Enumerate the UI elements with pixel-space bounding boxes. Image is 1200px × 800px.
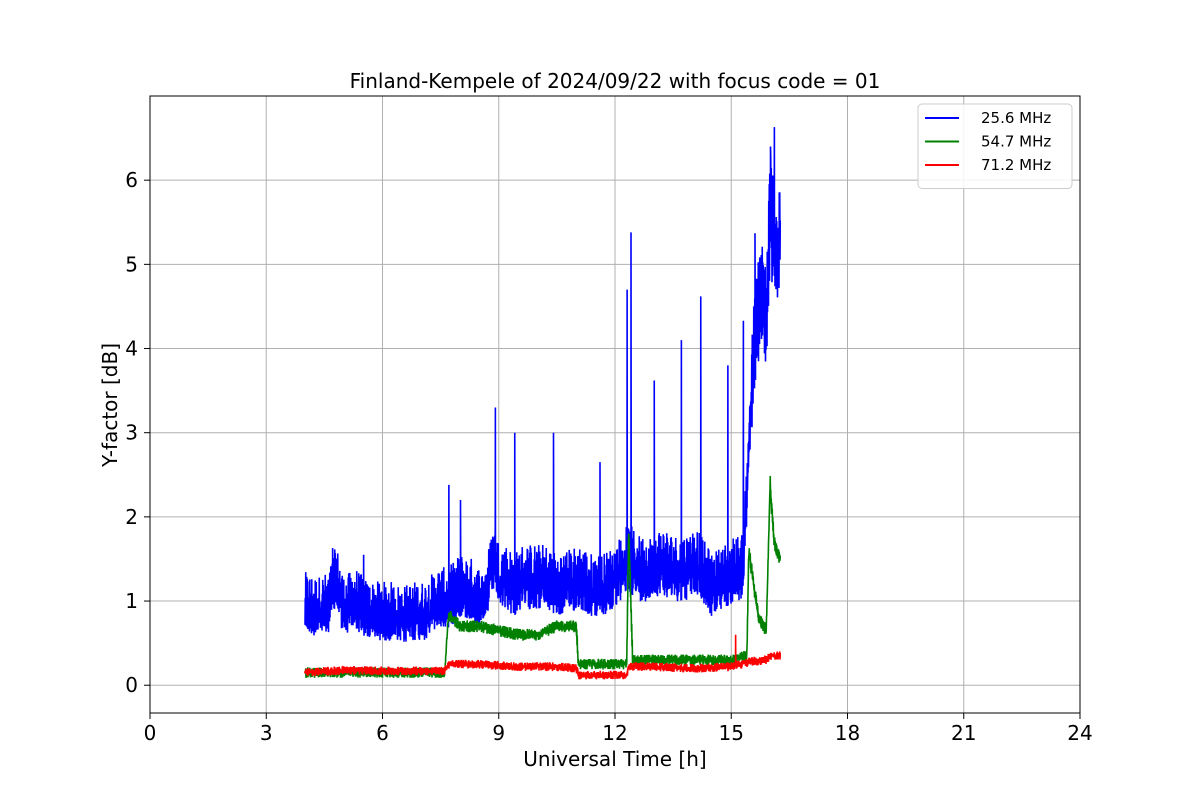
legend-box [917, 103, 1073, 189]
y-axis-label: Y-factor [dB] [98, 343, 122, 468]
x-tick-label: 18 [835, 721, 860, 745]
y-tick-label: 0 [125, 673, 138, 697]
y-tick-label: 5 [125, 252, 138, 276]
y-tick-label: 6 [125, 168, 138, 192]
x-tick-label: 9 [492, 721, 505, 745]
x-tick-label: 12 [602, 721, 627, 745]
x-tick-label: 3 [260, 721, 273, 745]
x-tick-label: 21 [951, 721, 976, 745]
x-axis-label: Universal Time [h] [523, 747, 706, 771]
series-line-3 [304, 634, 782, 680]
x-tick-label: 0 [144, 721, 157, 745]
x-tick-label: 15 [719, 721, 744, 745]
legend-label: 71.2 MHz [981, 156, 1051, 174]
x-axis: 0 3 6 9 12 15 18 21 24 [144, 713, 1093, 745]
y-tick-label: 4 [125, 337, 138, 361]
y-tick-label: 3 [125, 421, 138, 445]
x-tick-label: 24 [1067, 721, 1092, 745]
legend-label: 54.7 MHz [981, 133, 1051, 151]
legend-label: 25.6 MHz [981, 109, 1051, 127]
y-tick-label: 1 [125, 589, 138, 613]
y-tick-label: 2 [125, 505, 138, 529]
series-line-1 [304, 127, 782, 642]
y-axis: 0 1 2 3 4 5 6 [125, 168, 150, 697]
legend: 25.6 MHz 54.7 MHz 71.2 MHz [917, 103, 1073, 189]
chart-title: Finland-Kempele of 2024/09/22 with focus… [350, 69, 881, 93]
x-tick-label: 6 [376, 721, 389, 745]
plot-area [304, 127, 782, 680]
